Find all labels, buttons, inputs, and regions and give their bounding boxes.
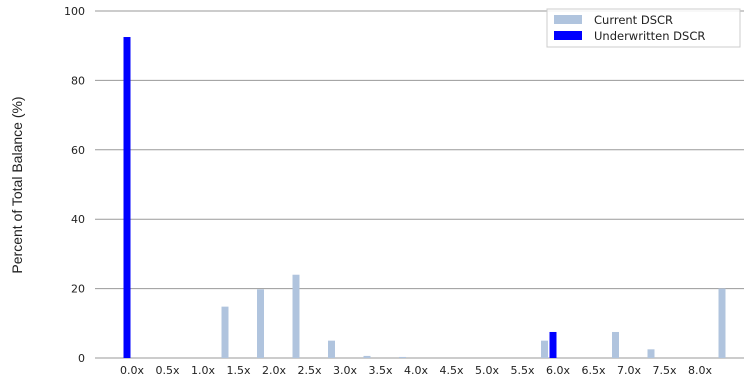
y-axis-ticks: 0 20 40 60 80 100 [64, 5, 85, 365]
legend-swatch-underwritten-dscr [554, 31, 582, 40]
bar-current-dscr [541, 340, 548, 358]
y-tick-label: 0 [78, 352, 85, 365]
gridlines [95, 10, 744, 359]
bar-current-dscr [328, 340, 335, 358]
y-tick-label: 40 [71, 213, 85, 226]
x-tick-label: 0.0x [120, 364, 144, 377]
bar-current-dscr [399, 356, 406, 358]
x-tick-label: 1.5x [226, 364, 250, 377]
legend-swatch-current-dscr [554, 15, 582, 24]
x-tick-label: 3.0x [333, 364, 357, 377]
legend-label-underwritten-dscr: Underwritten DSCR [594, 29, 705, 43]
x-tick-label: 6.5x [581, 364, 605, 377]
y-tick-label: 80 [71, 74, 85, 87]
bar-current-dscr [292, 274, 300, 358]
bar-current-dscr [647, 349, 655, 358]
x-tick-label: 2.0x [262, 364, 286, 377]
x-tick-label: 2.5x [297, 364, 321, 377]
x-tick-label: 4.0x [404, 364, 428, 377]
bar-current-dscr [718, 288, 726, 358]
y-tick-label: 20 [71, 283, 85, 296]
x-tick-label: 3.5x [368, 364, 392, 377]
x-tick-label: 7.0x [617, 364, 641, 377]
x-tick-label: 4.5x [439, 364, 463, 377]
x-tick-label: 1.0x [191, 364, 215, 377]
bar-current-dscr [363, 355, 371, 358]
bar-underwritten-dscr [123, 37, 131, 359]
y-axis-label: Percent of Total Balance (%) [9, 96, 25, 273]
bar-current-dscr [257, 289, 264, 358]
x-tick-label: 8.0x [688, 364, 712, 377]
y-tick-label: 60 [71, 144, 85, 157]
legend-label-current-dscr: Current DSCR [594, 13, 673, 27]
x-tick-label: 5.0x [475, 364, 499, 377]
bars [123, 37, 726, 359]
x-tick-label: 0.5x [155, 364, 179, 377]
legend: Current DSCR Underwritten DSCR [546, 8, 741, 48]
x-tick-label: 6.0x [546, 364, 570, 377]
x-tick-label: 7.5x [652, 364, 676, 377]
bar-current-dscr [221, 306, 229, 358]
bar-underwritten-dscr [549, 331, 557, 358]
y-tick-label: 100 [64, 5, 85, 18]
bar-current-dscr [612, 331, 619, 358]
x-axis-ticks: 0.0x 0.5x 1.0x 1.5x 2.0x 2.5x 3.0x 3.5x 4.0x 4.5x… [120, 364, 712, 377]
x-tick-label: 5.5x [510, 364, 534, 377]
